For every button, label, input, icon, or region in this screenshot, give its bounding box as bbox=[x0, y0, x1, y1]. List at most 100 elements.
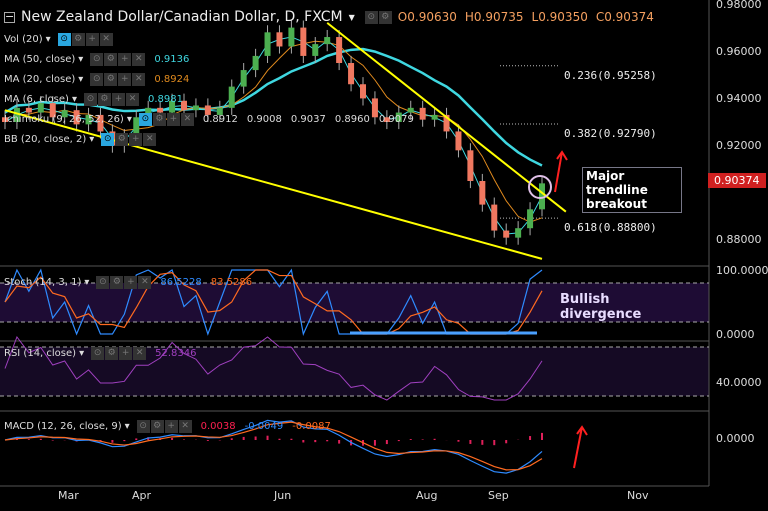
candle-body bbox=[395, 112, 402, 122]
gear-icon[interactable]: ⚙ bbox=[71, 33, 85, 46]
legend-ma50[interactable]: MA (50, close) ▾ ⊙ ⚙ + ✕ 0.9136 bbox=[4, 53, 190, 66]
legend-value: 83.5286 bbox=[210, 277, 253, 288]
macd-histogram-bar bbox=[421, 439, 424, 440]
candle-body bbox=[192, 105, 199, 111]
macd-line bbox=[4, 419, 543, 474]
legend-rsi[interactable]: RSI (14, close) ▾ ⊙ ⚙ + ✕ 52.8346 bbox=[4, 347, 197, 360]
legend-ma6[interactable]: MA (6, close) ▾ ⊙ ⚙ + ✕ 0.8981 bbox=[4, 93, 183, 106]
legend-value: 0.8960 bbox=[334, 114, 370, 125]
price-tick: 0.92000 bbox=[716, 139, 762, 152]
macd-signal-line bbox=[4, 421, 543, 471]
gear-icon[interactable]: ⚙ bbox=[104, 53, 118, 66]
stoch-tick: 0.0000 bbox=[716, 328, 755, 341]
candle-body bbox=[407, 107, 414, 113]
legend-label: BB (20, close, 2) bbox=[4, 134, 87, 145]
candle-body bbox=[169, 100, 176, 113]
eye-icon[interactable]: ⊙ bbox=[136, 420, 150, 433]
divergence-annotation[interactable]: Bullish divergence bbox=[560, 292, 642, 322]
close-icon[interactable]: ✕ bbox=[132, 73, 146, 86]
candle-body bbox=[133, 117, 140, 137]
macd-tick: 0.0000 bbox=[716, 432, 755, 445]
breakout-annotation[interactable]: Major trendline breakout bbox=[582, 167, 682, 213]
ma6-line bbox=[4, 36, 543, 235]
trendline-lower bbox=[4, 109, 543, 260]
close-icon[interactable]: ✕ bbox=[99, 33, 113, 46]
plus-icon[interactable]: + bbox=[85, 33, 99, 46]
stoch-band bbox=[0, 283, 709, 322]
price-tick: 0.98000 bbox=[716, 0, 762, 11]
candle-body bbox=[97, 114, 104, 132]
plus-icon[interactable]: + bbox=[166, 113, 180, 126]
gear-icon[interactable]: ⚙ bbox=[97, 93, 111, 106]
close-icon[interactable]: ✕ bbox=[133, 347, 147, 360]
gear-icon[interactable]: ⚙ bbox=[150, 420, 164, 433]
eye-icon[interactable]: ⊙ bbox=[91, 347, 105, 360]
candle-body bbox=[515, 228, 522, 238]
macd-histogram-bar bbox=[493, 440, 496, 446]
macd-histogram-bar bbox=[254, 436, 257, 440]
gear-icon[interactable]: ⚙ bbox=[104, 73, 118, 86]
gear-icon[interactable]: ⚙ bbox=[105, 347, 119, 360]
macd-histogram-bar bbox=[135, 438, 138, 440]
macd-histogram-bar bbox=[481, 440, 484, 445]
gear-icon[interactable]: ⚙ bbox=[152, 113, 166, 126]
close-icon[interactable]: ✕ bbox=[178, 420, 192, 433]
legend-vol[interactable]: Vol (20) ▾ ⊙ ⚙ + ✕ bbox=[4, 33, 113, 46]
eye-icon[interactable]: ⊙ bbox=[90, 53, 104, 66]
month-tick: Apr bbox=[132, 489, 152, 502]
legend-macd[interactable]: MACD (12, 26, close, 9) ▾ ⊙ ⚙ + ✕ 0.0038 -0.004… bbox=[4, 420, 331, 433]
close-icon[interactable]: ✕ bbox=[125, 93, 139, 106]
up-arrow-macd-head bbox=[576, 425, 588, 436]
close-icon[interactable]: ✕ bbox=[180, 113, 194, 126]
gear-icon[interactable]: ⚙ bbox=[115, 133, 129, 146]
legend-label: Stoch (14, 3, 1) bbox=[4, 277, 82, 288]
legend-label: Vol (20) bbox=[4, 34, 43, 45]
legend-ichimoku[interactable]: Ichimoku (9, 26, 52, 26) ▾ ⊙ ⚙ + ✕ 0.8912 0.90… bbox=[4, 113, 414, 126]
collapse-icon[interactable]: − bbox=[4, 9, 15, 23]
macd-histogram-bar bbox=[457, 440, 460, 442]
legend-ma20[interactable]: MA (20, close) ▾ ⊙ ⚙ + ✕ 0.8924 bbox=[4, 73, 190, 86]
eye-icon[interactable]: ⊙ bbox=[90, 73, 104, 86]
eye-icon[interactable]: ⊙ bbox=[96, 276, 110, 289]
close-value: C0.90374 bbox=[595, 10, 654, 24]
candle-body bbox=[252, 55, 259, 71]
legend-value: -0.0049 bbox=[244, 421, 284, 432]
candle-body bbox=[73, 110, 80, 125]
candle-body bbox=[240, 70, 247, 87]
eye-icon[interactable]: ⊙ bbox=[101, 133, 115, 146]
open-value: O0.90630 bbox=[397, 10, 457, 24]
close-icon[interactable]: ✕ bbox=[132, 53, 146, 66]
plus-icon[interactable]: + bbox=[111, 93, 125, 106]
chevron-down-icon[interactable]: ▼ bbox=[348, 12, 355, 22]
candle-body bbox=[312, 44, 319, 56]
eye-icon[interactable]: ⊙ bbox=[83, 93, 97, 106]
price-tick: 0.96000 bbox=[716, 45, 762, 58]
plus-icon[interactable]: + bbox=[118, 53, 132, 66]
legend-value: 0.8981 bbox=[147, 94, 183, 105]
close-icon[interactable]: ✕ bbox=[143, 133, 157, 146]
eye-icon[interactable]: ⊙ bbox=[364, 10, 378, 24]
plus-icon[interactable]: + bbox=[164, 420, 178, 433]
legend-stoch[interactable]: Stoch (14, 3, 1) ▾ ⊙ ⚙ + ✕ 86.5228 83.5286 bbox=[4, 276, 253, 289]
macd-histogram-bar bbox=[242, 436, 245, 440]
plus-icon[interactable]: + bbox=[118, 73, 132, 86]
plus-icon[interactable]: + bbox=[124, 276, 138, 289]
eye-icon[interactable]: ⊙ bbox=[57, 33, 71, 46]
candle-body bbox=[491, 204, 498, 231]
legend-bb[interactable]: BB (20, close, 2) ▾ ⊙ ⚙ + ✕ bbox=[4, 133, 157, 146]
macd-histogram-bar bbox=[397, 440, 400, 442]
candle-body bbox=[527, 209, 534, 229]
symbol-title[interactable]: New Zealand Dollar/Canadian Dollar, D, F… bbox=[21, 9, 343, 25]
macd-histogram-bar bbox=[469, 440, 472, 444]
eye-icon[interactable]: ⊙ bbox=[138, 113, 152, 126]
plus-icon[interactable]: + bbox=[119, 347, 133, 360]
macd-histogram-bar bbox=[505, 440, 508, 444]
plus-icon[interactable]: + bbox=[129, 133, 143, 146]
close-icon[interactable]: ✕ bbox=[138, 276, 152, 289]
breakout-circle bbox=[528, 175, 552, 199]
gear-icon[interactable]: ⚙ bbox=[110, 276, 124, 289]
macd-histogram-bar bbox=[206, 440, 209, 441]
gear-icon[interactable]: ⚙ bbox=[378, 10, 392, 24]
candle-body bbox=[348, 63, 355, 85]
